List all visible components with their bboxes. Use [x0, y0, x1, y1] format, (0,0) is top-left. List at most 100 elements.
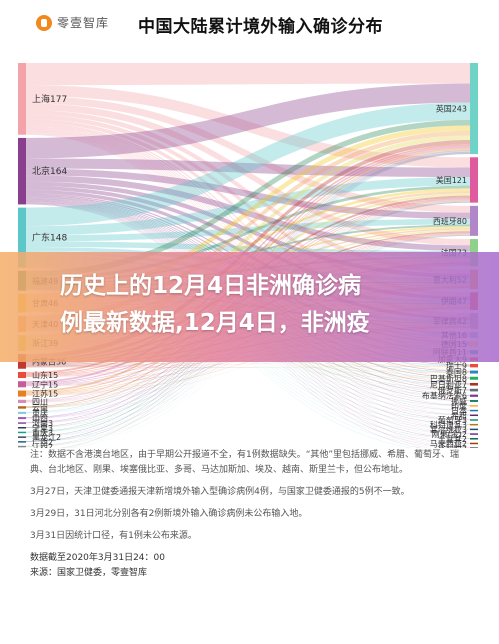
- left-bar-12: [18, 406, 26, 409]
- flow-0-11: [26, 127, 470, 365]
- flow-7-10: [26, 360, 470, 368]
- flow-1-0: [26, 83, 470, 159]
- right-label-12: 泰国8: [446, 367, 467, 377]
- left-bar-9: [18, 381, 26, 388]
- flow-6-13: [26, 349, 470, 380]
- left-bar-19: [18, 441, 26, 443]
- flow-3-0: [26, 119, 470, 277]
- left-bar-18: [18, 436, 26, 438]
- right-label-19: 日本: [451, 406, 467, 416]
- left-bar-17: [18, 431, 26, 434]
- flow-0-10: [26, 126, 470, 359]
- left-bar-15: [18, 422, 26, 424]
- flow-3-1: [26, 185, 470, 280]
- right-label-21: 葡萄牙3: [438, 415, 467, 425]
- left-label-20: 江西2: [32, 443, 53, 448]
- flow-1-4: [26, 181, 470, 279]
- right-bar-18: [470, 405, 478, 407]
- left-bar-13: [18, 411, 26, 414]
- left-label-21: 贵州1: [32, 446, 53, 448]
- flow-1-3: [26, 175, 470, 251]
- right-bar-22: [470, 423, 478, 426]
- right-label-17: 挪威: [451, 396, 467, 406]
- right-bar-15: [470, 388, 478, 392]
- left-bar-10: [18, 390, 26, 397]
- flow-5-0: [26, 130, 470, 321]
- flow-0-3: [26, 103, 470, 246]
- flow-7-0: [26, 140, 470, 359]
- right-label-24: 刚果(金)2: [432, 429, 467, 439]
- flow-0-8: [26, 124, 470, 343]
- left-label-8: 山东15: [32, 370, 58, 380]
- right-label-26: 马来西亚2: [430, 439, 467, 448]
- left-bar-16: [18, 427, 26, 429]
- left-label-9: 辽宁15: [32, 379, 58, 389]
- right-bar-23: [470, 428, 478, 431]
- right-bar-26: [470, 442, 478, 445]
- right-label-13: 巴基斯坦8: [430, 373, 467, 383]
- flow-0-1: [26, 85, 470, 168]
- title-banner: [0, 252, 499, 362]
- left-label-12: 云南: [32, 402, 48, 412]
- left-bar-11: [18, 399, 26, 404]
- banner-text[interactable]: 历史上的12月4日非洲确诊病 例最新数据,12月4日，非洲疫: [60, 268, 480, 342]
- flow-0-9: [26, 125, 470, 352]
- flow-7-11: [26, 366, 470, 368]
- right-bar-11: [470, 363, 478, 368]
- left-label-2: 广东148: [32, 232, 67, 244]
- right-bar-20: [470, 414, 478, 417]
- right-label-0: 英国243: [436, 104, 467, 114]
- right-label-1: 美国121: [436, 175, 467, 185]
- right-bar-24: [470, 433, 478, 435]
- right-label-27: 比利时2: [438, 443, 467, 448]
- logo-text: 零壹智库: [57, 16, 110, 30]
- logo-icon: [36, 14, 52, 31]
- left-bar-14: [18, 417, 26, 420]
- flow-0-4: [26, 110, 470, 275]
- flow-0-2: [26, 96, 470, 213]
- left-label-1: 北京164: [32, 165, 67, 177]
- notes: 注：数据不含港澳台地区，由于早期公开报道不全，有1例数据缺失。“其他”里包括挪威…: [30, 448, 475, 588]
- note-source: 来源：国家卫健委，零壹智库: [30, 568, 148, 578]
- left-bar-20: [18, 445, 26, 448]
- left-label-0: 上海177: [32, 93, 67, 105]
- right-bar-2: [470, 205, 478, 236]
- right-label-11: 瑞士9: [446, 361, 467, 371]
- flow-2-1: [26, 177, 470, 236]
- left-label-17: 重庆3: [32, 427, 53, 437]
- right-bar-12: [470, 370, 478, 374]
- note-1: 3月27日，天津卫健委通报天津新增境外输入型确诊病例4例，与国家卫健委通报的5例…: [30, 487, 410, 497]
- flow-4-1: [26, 188, 470, 303]
- flow-4-0: [26, 125, 470, 300]
- logo: 零壹智库: [36, 14, 109, 31]
- chart-title: 中国大陆累计境外输入确诊分布: [138, 17, 383, 37]
- right-bar-17: [470, 400, 478, 402]
- left-label-13: 重庆: [32, 408, 48, 418]
- note-0: 注：数据不含港澳台地区，由于早期公开报道不全，有1例数据缺失。“其他”里包括挪威…: [30, 450, 460, 475]
- flow-2-2: [26, 218, 470, 242]
- flow-1-5: [26, 185, 470, 300]
- right-bar-25: [470, 438, 478, 440]
- right-label-20: 希腊: [451, 410, 467, 420]
- flow-6-0: [26, 135, 470, 341]
- flow-0-5: [26, 114, 470, 297]
- right-bar-21: [470, 419, 478, 421]
- right-label-14: 尼日利亚7: [430, 379, 467, 389]
- right-bar-16: [470, 394, 478, 397]
- left-label-19: 广西2: [32, 437, 53, 447]
- right-bar-0: [470, 63, 478, 155]
- right-bar-13: [470, 376, 478, 380]
- left-label-10: 江苏15: [32, 389, 58, 399]
- flow-0-0: [26, 63, 470, 86]
- right-label-22: 科特迪瓦3: [430, 420, 467, 430]
- left-label-14: 山西: [32, 413, 48, 423]
- note-2: 3月29日，31日河北分别各有2例新境外输入确诊病例未公布输入地。: [30, 509, 308, 519]
- flow-1-2: [26, 168, 470, 219]
- flow-1-1: [26, 158, 470, 178]
- note-3: 3月31日因统计口径，有1例未公布来源。: [30, 531, 197, 541]
- flow-0-12: [26, 128, 470, 372]
- flow-11-6: [26, 328, 470, 403]
- right-bar-19: [470, 409, 478, 412]
- flow-2-0: [26, 102, 470, 227]
